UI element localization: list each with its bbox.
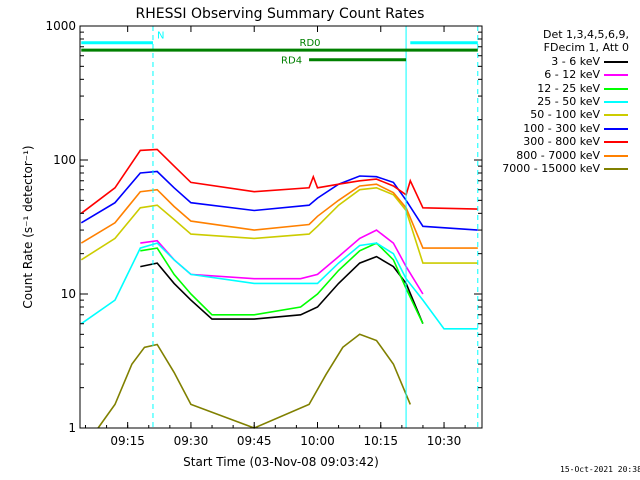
series-line-8 — [97, 333, 412, 429]
legend-swatch — [604, 114, 628, 117]
x-tick-label-5: 10:30 — [427, 434, 462, 448]
annotation-layer: N RD0 RD4 — [81, 31, 478, 67]
x-tick-label-1: 09:30 — [174, 434, 209, 448]
y-tick-label-3: 1000 — [45, 19, 76, 33]
series-line-6 — [80, 148, 478, 214]
footer-timestamp: 15-Oct-2021 20:38 — [560, 465, 640, 474]
chart-title: RHESSI Observing Summary Count Rates — [136, 6, 425, 22]
legend-swatch — [604, 60, 628, 63]
legend-header-detectors: Det 1,3,4,5,6,9, — [542, 28, 629, 41]
legend-swatch — [604, 167, 628, 170]
legend-entry: 100 - 300 keV — [482, 122, 632, 135]
legend-entry: 50 - 100 keV — [482, 108, 632, 121]
series-line-4 — [80, 186, 478, 264]
legend-label: 25 - 50 keV — [537, 94, 600, 108]
y-axis: 1 10 100 1000 — [45, 19, 482, 435]
legend-label: 800 - 7000 keV — [516, 148, 600, 162]
legend-swatch — [604, 74, 628, 77]
marker-layer — [152, 26, 479, 428]
annotation-label-2: RD0 — [300, 38, 321, 49]
legend-entry: 7000 - 15000 keV — [482, 162, 632, 175]
legend-swatch — [604, 87, 628, 90]
legend-entries: 3 - 6 keV 6 - 12 keV 12 - 25 keV 25 - 50 ke… — [482, 55, 632, 176]
legend-label: 7000 - 15000 keV — [502, 161, 600, 175]
legend-swatch — [604, 154, 628, 157]
legend-label: 300 - 800 keV — [523, 135, 600, 149]
legend-label: 100 - 300 keV — [523, 121, 600, 135]
series-line-0 — [140, 255, 424, 325]
plot-frame — [79, 25, 483, 429]
series-line-7 — [80, 183, 478, 249]
x-tick-label-2: 09:45 — [237, 434, 272, 448]
annotation-label-0: N — [157, 31, 164, 42]
series-layer — [80, 148, 478, 429]
x-axis: 09:15 09:30 09:45 10:00 10:15 10:30 — [84, 26, 466, 448]
legend-header-attenuator: FDecim 1, Att 0 — [543, 41, 629, 55]
legend-swatch — [604, 141, 628, 144]
legend-label: 12 - 25 keV — [537, 81, 600, 95]
legend-entry: 6 - 12 keV — [482, 68, 632, 81]
x-tick-label-3: 10:00 — [300, 434, 335, 448]
legend-entry: 300 - 800 keV — [482, 135, 632, 148]
legend-entry: 12 - 25 keV — [482, 82, 632, 95]
x-tick-label-4: 10:15 — [363, 434, 398, 448]
series-line-2 — [140, 242, 424, 325]
legend: Det 1,3,4,5,6,9, FDecim 1, Att 0 3 - 6 k… — [482, 28, 632, 175]
y-tick-label-2: 100 — [53, 153, 76, 167]
series-line-5 — [80, 170, 478, 231]
legend-label: 3 - 6 keV — [551, 54, 600, 68]
series-line-3 — [80, 242, 478, 330]
legend-swatch — [604, 100, 628, 103]
y-tick-label-0: 1 — [68, 421, 76, 435]
y-axis-label: Count Rate (s⁻¹ detector⁻¹) — [21, 145, 35, 308]
annotation-label-3: RD4 — [281, 56, 302, 67]
y-tick-label-1: 10 — [61, 287, 76, 301]
legend-swatch — [604, 127, 628, 130]
legend-entry: 3 - 6 keV — [482, 55, 632, 68]
legend-entry: 25 - 50 keV — [482, 95, 632, 108]
x-axis-label: Start Time (03-Nov-08 09:03:42) — [183, 455, 379, 469]
legend-label: 6 - 12 keV — [544, 68, 600, 82]
x-tick-label-0: 09:15 — [110, 434, 145, 448]
legend-entry: 800 - 7000 keV — [482, 149, 632, 162]
legend-label: 50 - 100 keV — [530, 108, 600, 122]
